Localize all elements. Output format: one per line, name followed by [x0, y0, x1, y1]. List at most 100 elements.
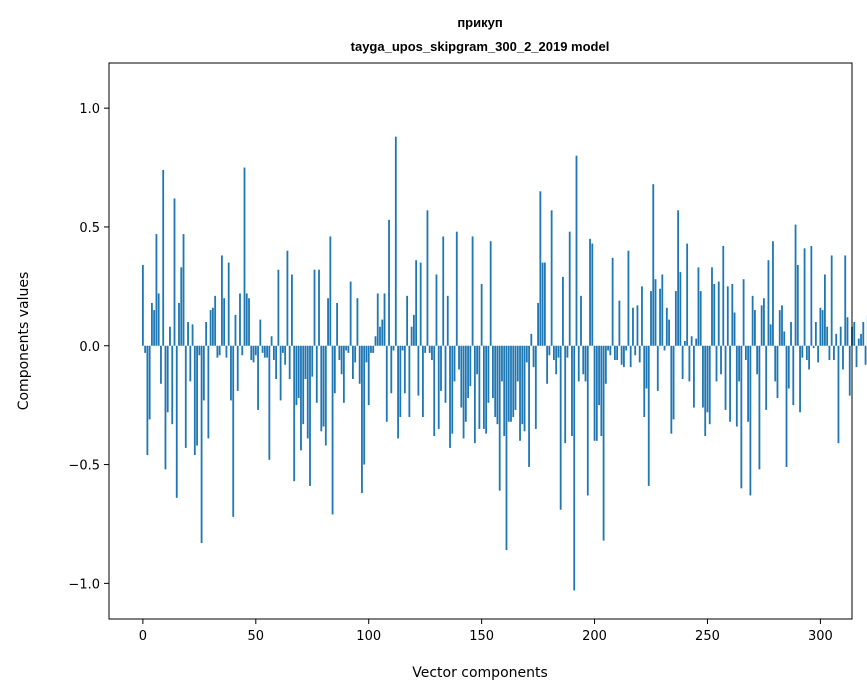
bar [774, 345, 777, 382]
bar [295, 345, 298, 406]
bar [586, 345, 589, 496]
bar [322, 345, 325, 427]
bar [769, 324, 772, 346]
bar [686, 243, 689, 346]
bar [365, 345, 368, 363]
bar [627, 250, 630, 346]
plot-frame [108, 62, 853, 620]
bar [239, 293, 241, 346]
bar [566, 345, 569, 358]
bar [446, 295, 449, 346]
bar [828, 345, 831, 361]
y-axis-ticks: −1.0 −0.5 0.0 0.5 1.0 [68, 102, 109, 592]
bar [503, 345, 506, 437]
bar [783, 331, 786, 346]
bar [749, 345, 752, 496]
bar [408, 345, 411, 418]
x-axis-ticks: 0 50 100 150 200 250 300 [139, 619, 833, 644]
bar [546, 345, 549, 384]
bar [435, 274, 438, 346]
bar [417, 345, 420, 396]
bar [248, 298, 250, 346]
x-tick-label: 0 [139, 629, 147, 644]
chart-title: прикуп [457, 15, 502, 30]
bar [214, 295, 217, 346]
bar [715, 345, 718, 382]
bar [406, 295, 409, 346]
bar [591, 243, 594, 346]
bar [198, 345, 201, 356]
bar [144, 345, 147, 353]
bar [333, 345, 336, 394]
bar [315, 345, 318, 403]
bar [487, 345, 490, 403]
bar [164, 345, 167, 470]
x-tick-label: 250 [695, 629, 720, 644]
bar [492, 345, 494, 399]
bar [837, 345, 840, 444]
bar [151, 302, 153, 346]
bar [191, 324, 194, 346]
bar [785, 345, 788, 467]
bar [284, 345, 287, 365]
bar [790, 321, 792, 346]
y-tick-label: 1.0 [79, 102, 100, 117]
bar [469, 345, 472, 387]
bar [345, 345, 348, 351]
bar [659, 288, 661, 346]
bar [148, 345, 151, 420]
bar [449, 345, 451, 448]
bar [720, 345, 722, 375]
bar [577, 345, 580, 382]
bar [860, 333, 862, 346]
bar [297, 345, 300, 399]
bar [742, 279, 745, 346]
bar [796, 264, 799, 346]
bar [182, 234, 185, 346]
bar [539, 191, 542, 346]
y-axis-label: Components values [16, 272, 32, 411]
bar [388, 219, 390, 346]
bar [327, 298, 329, 346]
bar [623, 345, 625, 368]
bar [557, 345, 560, 358]
bar [225, 345, 228, 358]
bar [381, 319, 384, 346]
bar [616, 345, 619, 361]
bar [234, 314, 237, 346]
bar [826, 326, 829, 346]
bar [169, 326, 171, 346]
bar [647, 345, 650, 486]
bar [480, 283, 483, 346]
bar [193, 345, 196, 456]
bar [410, 326, 413, 346]
bar [537, 302, 539, 346]
bar [205, 321, 208, 346]
bar [665, 307, 668, 346]
bar [510, 345, 512, 422]
x-tick-label: 200 [582, 629, 607, 644]
bar [817, 345, 820, 363]
bar [241, 345, 244, 356]
bar [808, 345, 810, 370]
bar [595, 345, 598, 441]
bar [306, 345, 309, 439]
bar [747, 345, 750, 422]
bar [713, 283, 716, 346]
bar [501, 345, 503, 382]
bar [180, 267, 183, 346]
bar [162, 169, 165, 346]
bar [839, 326, 842, 346]
bar [801, 345, 804, 358]
bar [489, 241, 492, 346]
bar [555, 345, 558, 375]
bar [329, 236, 332, 346]
bar [525, 345, 528, 363]
bar [661, 274, 664, 346]
bar [699, 291, 702, 346]
bar [415, 260, 418, 346]
bar [397, 345, 399, 439]
bar [286, 250, 289, 346]
bar [216, 345, 219, 358]
